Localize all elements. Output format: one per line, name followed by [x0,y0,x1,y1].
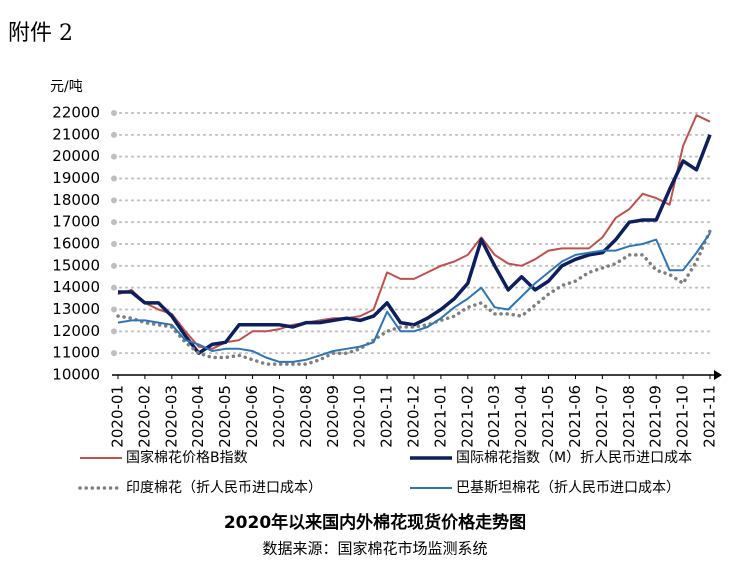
x-tick-label: 2021-07 [593,385,611,448]
chart-source: 数据来源：国家棉花市场监测系统 [262,540,487,558]
y-tick-label: 10000 [52,366,100,384]
grid-dot [111,306,117,313]
grid-dot [111,284,117,291]
grid-dot [111,219,117,226]
y-tick-label: 14000 [52,278,100,296]
y-tick-label: 18000 [52,191,100,209]
series-line [117,232,711,363]
series-line [118,134,712,355]
grid-dot [111,175,117,182]
x-tick-label: 2021-08 [620,385,638,448]
x-tick-label: 2020-11 [378,385,396,448]
x-tick-label: 2020-08 [297,385,315,448]
x-tick-label: 2020-07 [270,385,288,448]
x-tick-label: 2020-05 [216,385,234,448]
x-tick-label: 2021-02 [458,385,476,448]
y-tick-label: 11000 [52,344,100,362]
legend-label: 国际棉花指数（M）折人民币进口成本 [456,449,692,466]
y-tick-label: 21000 [52,125,100,143]
grid-dot [111,262,117,269]
x-tick-label: 2020-02 [135,385,153,448]
legend-label: 巴基斯坦棉花（折人民币进口成本） [456,479,680,496]
y-tick-label: 22000 [52,104,100,122]
grid-dot [111,241,117,247]
series-line [116,229,712,366]
x-tick-label: 2021-06 [566,385,584,448]
x-tick-label: 2021-05 [539,385,557,448]
y-tick-label: 16000 [52,235,100,253]
x-tick-label: 2021-10 [674,385,692,448]
grid-dot [111,197,117,204]
x-tick-label: 2020-12 [405,385,423,448]
x-tick-label: 2020-01 [109,385,127,448]
grid-dot [111,131,117,138]
x-tick-label: 2020-03 [162,385,180,448]
legend-label: 印度棉花（折人民币进口成本） [126,479,322,496]
legend-label: 国家棉花价格B指数 [126,449,248,466]
grid-dot [111,328,117,335]
y-tick-label: 19000 [52,169,100,187]
x-tick-label: 2020-10 [351,385,369,448]
y-tick-label: 13000 [52,300,100,318]
y-tick-label: 15000 [52,256,100,274]
chart-title: 2020年以来国内外棉花现货价格走势图 [224,512,526,533]
x-tick-label: 2021-11 [701,385,719,448]
x-tick-label: 2020-09 [324,385,342,448]
grid-dot [111,153,117,160]
x-tick-label: 2020-04 [189,385,207,448]
grid-dot [111,350,117,357]
x-tick-label: 2021-04 [512,385,530,448]
grid-dot [111,110,117,116]
y-unit: 元/吨 [50,79,83,95]
page-header: 附件 2 [8,21,73,46]
x-axis-arrow [714,370,722,380]
y-tick-label: 12000 [52,322,100,340]
y-tick-label: 17000 [52,213,100,231]
x-tick-label: 2020-06 [243,385,261,448]
x-tick-label: 2021-01 [431,385,449,448]
x-tick-label: 2021-03 [485,385,503,448]
y-tick-label: 20000 [52,147,100,165]
x-tick-label: 2021-09 [647,385,665,448]
series-line [117,114,711,350]
